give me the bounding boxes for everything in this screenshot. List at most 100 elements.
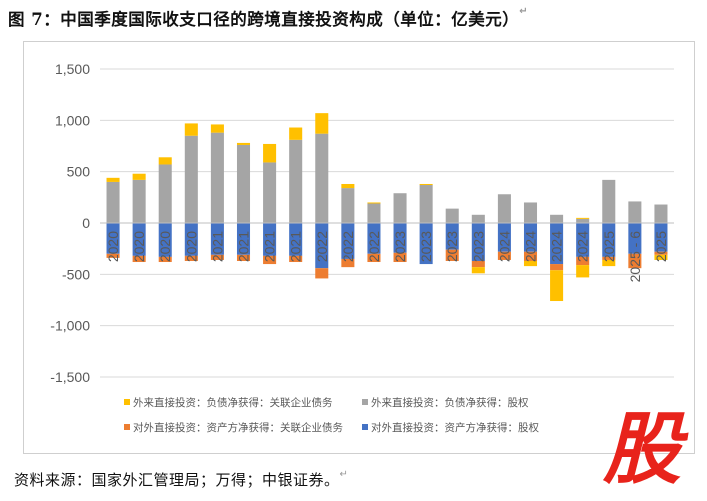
x-tick-label: 2023 [418, 231, 434, 262]
legend-label: 外来直接投资：负债净获得：股权 [371, 396, 529, 409]
bar-segment-odi_debt [602, 256, 616, 260]
bar-segment-fdi_equity [497, 194, 511, 223]
axes: -1,500 -1,000 -500 0 500 1,000 1,500 2020 2020 20… [50, 61, 674, 385]
x-tick-label: 2021 [288, 231, 304, 262]
bar-segment-fdi_equity [236, 144, 251, 223]
legend-label: 外来直接投资：负债净获得：关联企业债务 [133, 396, 333, 409]
logo-char: 股 [602, 405, 689, 490]
bar-segment-odi_equity [602, 223, 616, 257]
bar-segment-fdi_equity [341, 188, 355, 223]
bar-segment-fdi_debt [106, 177, 120, 182]
bar-segment-fdi_debt [419, 183, 433, 186]
bar-segment-odi_equity [210, 223, 224, 255]
bar-segment-odi_equity [341, 223, 355, 259]
legend-swatch-fdi_equity [362, 399, 368, 405]
y-tick-label: 1,000 [55, 112, 90, 128]
y-tick-label: 1,500 [55, 61, 90, 77]
logo-stamp: 股 [602, 405, 689, 490]
y-tick-label: 0 [82, 215, 90, 231]
x-tick-label: 2020 [131, 231, 147, 262]
bar-segment-fdi_equity [132, 179, 146, 223]
x-tick-label: 2022 [340, 231, 356, 262]
bar-segment-odi_equity [576, 223, 590, 257]
bar-segment-odi_equity [289, 223, 303, 256]
y-tick-label: -1,500 [50, 369, 90, 385]
bar-segment-fdi_debt [523, 260, 538, 267]
paragraph-mark: ↵ [519, 6, 529, 17]
chart-container: -1,500 -1,000 -500 0 500 1,000 1,500 2020 2020 20… [23, 41, 695, 454]
bar-segment-odi_debt [341, 258, 355, 268]
bar-segment-odi_equity [654, 223, 668, 252]
bar-segment-fdi_equity [106, 181, 120, 223]
x-tick-label: 2025 [601, 231, 617, 262]
bar-segment-fdi_equity [367, 203, 381, 223]
x-tick-label: 2021 [209, 231, 225, 262]
page-title: 图 7：中国季度国际收支口径的跨境直接投资构成（单位：亿美元） ↵ [8, 6, 528, 30]
x-tick-label: 2024 [496, 231, 512, 262]
x-tick-label: 2021 [262, 231, 278, 262]
bar-segment-fdi_equity [315, 133, 329, 223]
x-tick-label: 2025 - 6 [627, 231, 643, 283]
x-tick-label: 2024 [575, 231, 591, 262]
bar-segment-odi_debt [106, 253, 120, 258]
bar-segment-fdi_debt [576, 217, 590, 219]
bar-segment-odi_equity [419, 223, 433, 265]
bar-segment-odi_equity [315, 223, 329, 269]
bar-segment-fdi_equity [289, 139, 303, 223]
bar-segment-odi_equity [393, 223, 407, 253]
paragraph-mark: ↵ [339, 469, 349, 480]
bar-segment-fdi_debt [158, 157, 172, 165]
bar-segment-odi_debt [654, 251, 668, 255]
bar-segment-fdi_equity [184, 135, 198, 223]
stacked-bar-chart: -1,500 -1,000 -500 0 500 1,000 1,500 2020 2020 20… [50, 61, 674, 434]
legend-label: 对外直接投资：资产方净获得：关联企业债务 [133, 421, 343, 434]
legend-swatch-odi_equity [362, 424, 368, 430]
x-tick-label: 2025 [653, 231, 669, 262]
bar-segment-odi_debt [210, 254, 224, 260]
bar-segment-odi_debt [445, 249, 459, 261]
bar-segment-odi_equity [263, 223, 277, 256]
bar-segment-odi_equity [445, 223, 459, 250]
bar-segment-odi_debt [315, 268, 329, 279]
bar-segment-fdi_debt [210, 124, 224, 133]
bar-segment-odi_equity [236, 223, 251, 255]
x-tick-label: 2024 [549, 231, 565, 262]
x-tick-label: 2022 [314, 231, 330, 262]
x-tick-label: 2020 [105, 231, 121, 262]
bar-segment-fdi_debt [654, 254, 668, 260]
bars [106, 113, 668, 302]
x-tick-label: 2023 [470, 231, 486, 262]
y-tick-label: -1,000 [50, 318, 90, 334]
bar-segment-odi_debt [523, 251, 538, 261]
bar-segment-odi_debt [236, 254, 251, 261]
bar-segment-odi_equity [184, 223, 198, 256]
source-note: 资料来源：国家外汇管理局；万得；中银证券。 ↵ [14, 469, 348, 490]
bar-segment-odi_debt [184, 255, 198, 261]
bar-segment-fdi_debt [341, 183, 355, 189]
bar-segment-odi_equity [497, 223, 511, 252]
bar-segment-fdi_debt [315, 113, 329, 134]
bar-segment-fdi_debt [367, 202, 381, 204]
source-text: 资料来源：国家外汇管理局；万得；中银证券。 [14, 471, 340, 489]
bar-segment-fdi_equity [654, 204, 668, 223]
bar-segment-odi_debt [550, 264, 564, 271]
bar-segment-odi_equity [550, 223, 564, 265]
bar-segment-odi_debt [158, 256, 172, 263]
bar-segment-odi_debt [263, 255, 277, 265]
bar-segment-fdi_equity [550, 214, 564, 223]
bar-segment-fdi_debt [236, 142, 251, 145]
bar-segment-fdi_debt [289, 127, 303, 140]
bar-segment-fdi_equity [523, 202, 538, 223]
bar-segment-fdi_debt [550, 270, 564, 302]
bar-segment-fdi_equity [158, 164, 172, 223]
legend-swatch-fdi_debt [124, 399, 130, 405]
bar-segment-odi_debt [471, 260, 485, 268]
legend-swatch-odi_debt [124, 424, 130, 430]
bar-segment-fdi_debt [263, 143, 277, 163]
bar-segment-odi_debt [289, 255, 303, 263]
bar-segment-odi_debt [132, 255, 146, 263]
bar-segment-fdi_equity [210, 132, 224, 223]
x-tick-label: 2021 [236, 231, 252, 262]
bar-segment-fdi_equity [576, 218, 590, 223]
bar-segment-fdi_debt [184, 123, 198, 136]
